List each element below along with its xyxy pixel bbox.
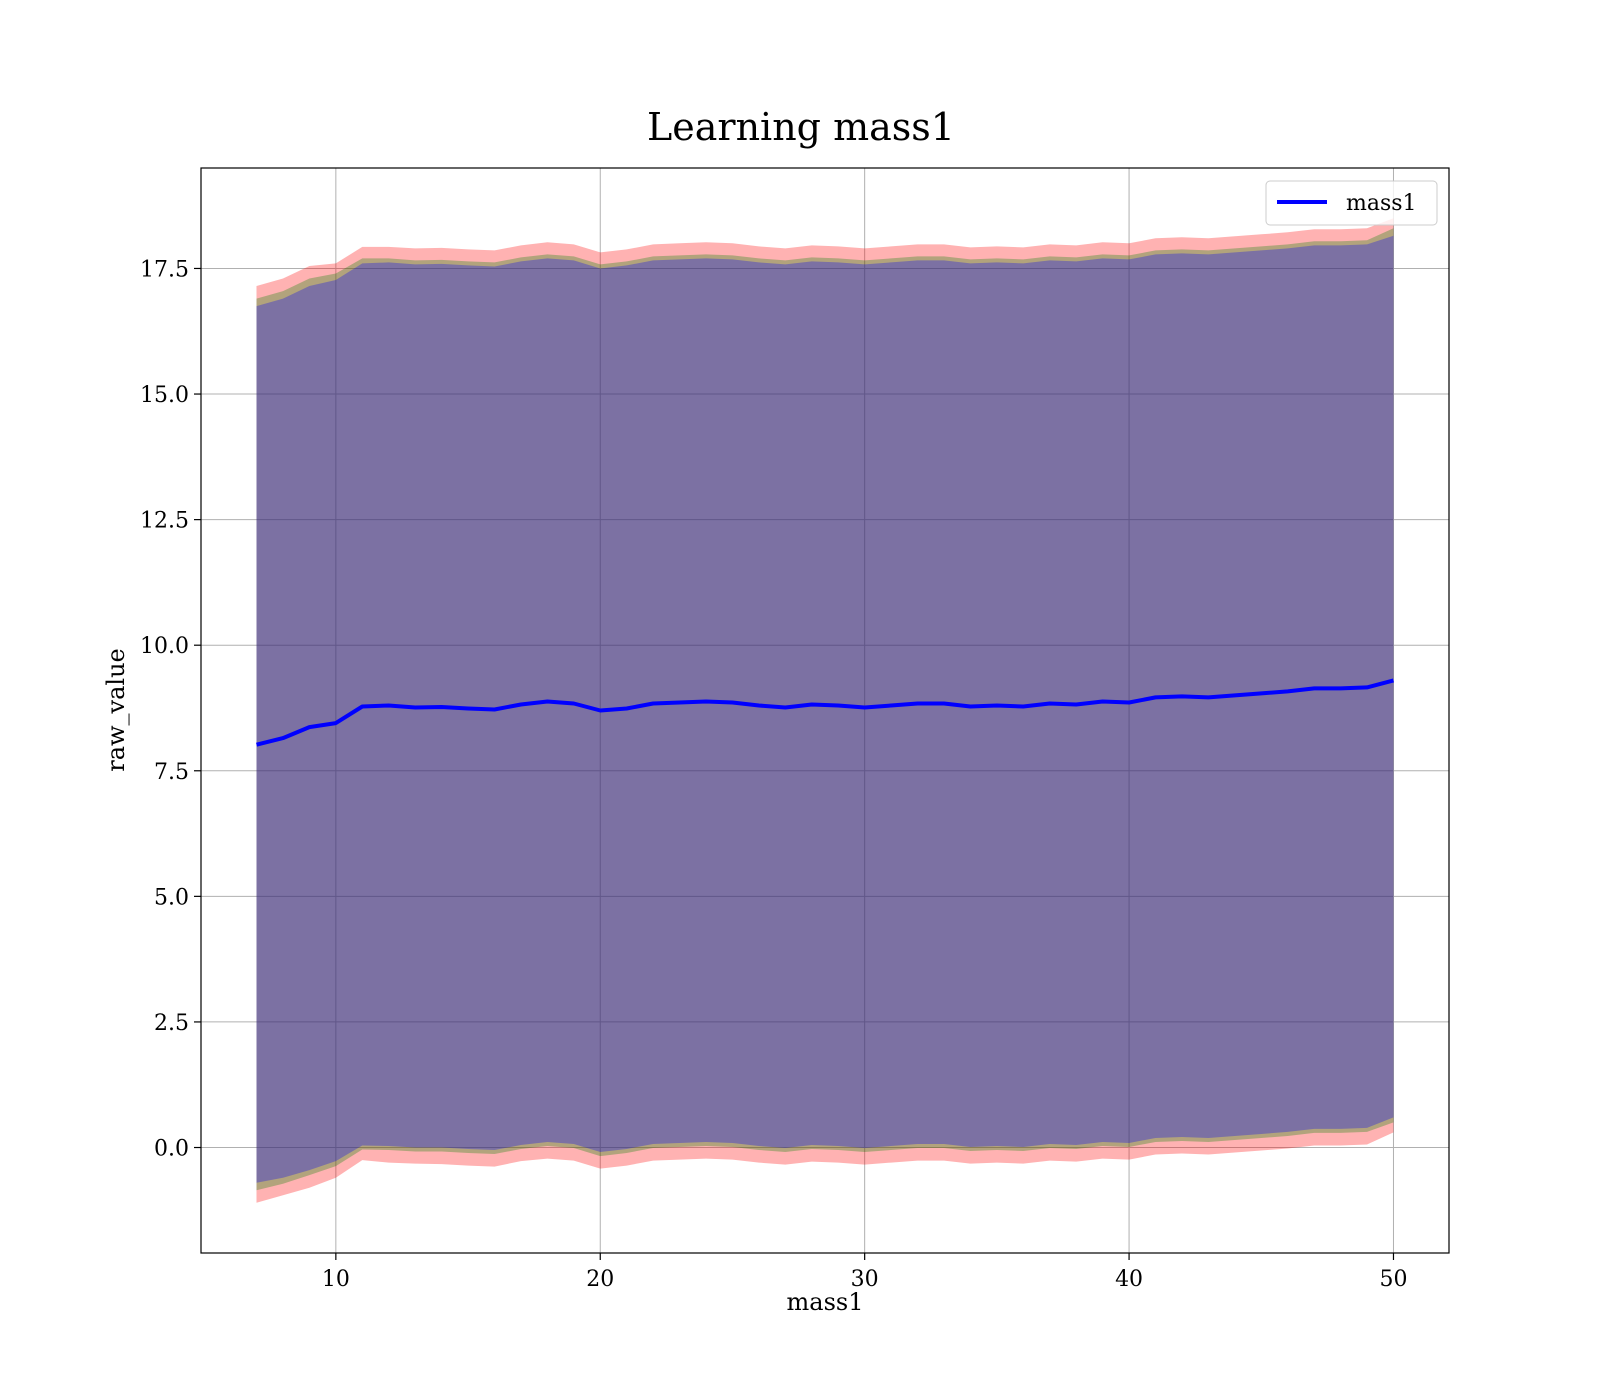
series-line-mass1 — [256, 678, 1395, 747]
legend: mass1 — [1265, 180, 1438, 226]
x-tick-label: 20 — [586, 1267, 614, 1292]
x-tick-label: 10 — [322, 1267, 350, 1292]
y-tick-label: 10.0 — [140, 634, 189, 659]
chart-title: Learning mass1 — [647, 105, 955, 149]
y-tick-label: 2.5 — [154, 1011, 189, 1036]
confidence-band-3 — [256, 235, 1394, 1183]
series-lines — [256, 678, 1395, 747]
x-tick-label: 30 — [851, 1267, 879, 1292]
confidence-band-1 — [256, 218, 1394, 1203]
legend-label-mass1: mass1 — [1346, 191, 1417, 216]
y-tick-label: 7.5 — [154, 760, 189, 785]
confidence-band-2 — [256, 228, 1394, 1191]
confidence-bands — [256, 218, 1394, 1203]
x-tick-label: 50 — [1379, 1267, 1407, 1292]
x-axis-label: mass1 — [787, 1288, 864, 1316]
y-axis-ticks: 0.0 2.5 5.0 7.5 10.0 12.5 15.0 17.5 — [140, 257, 201, 1162]
y-tick-label: 15.0 — [140, 383, 189, 408]
y-tick-label: 0.0 — [154, 1137, 189, 1162]
plot-frame — [200, 167, 1450, 1254]
x-axis-ticks: 10 20 30 40 50 — [322, 1253, 1407, 1292]
x-tick-label: 40 — [1115, 1267, 1143, 1292]
y-axis-label: raw_value — [102, 648, 130, 772]
y-tick-label: 17.5 — [140, 257, 189, 282]
y-tick-label: 12.5 — [140, 509, 189, 534]
y-tick-label: 5.0 — [154, 885, 189, 910]
legend-box — [1265, 180, 1438, 226]
